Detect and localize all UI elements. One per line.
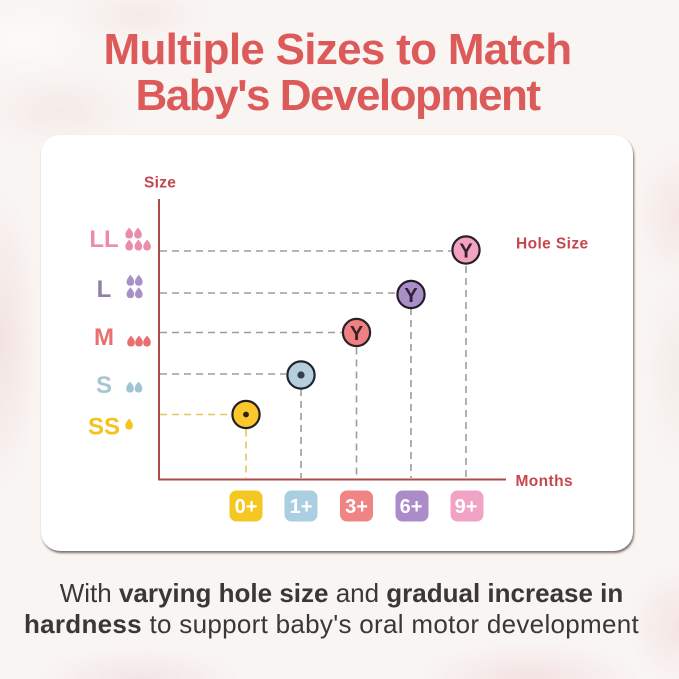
svg-text:Y: Y (404, 285, 418, 307)
svg-text:Months: Months (516, 473, 574, 490)
svg-text:M: M (94, 324, 114, 351)
svg-text:S: S (96, 372, 112, 399)
svg-text:Hole Size: Hole Size (516, 236, 589, 253)
svg-text:Y: Y (459, 241, 473, 263)
svg-text:1+: 1+ (290, 496, 313, 518)
svg-text:SS: SS (88, 414, 120, 441)
svg-text:9+: 9+ (455, 496, 478, 518)
svg-text:LL: LL (89, 226, 118, 253)
svg-text:Size: Size (144, 175, 176, 192)
svg-text:L: L (97, 276, 112, 303)
svg-text:0+: 0+ (235, 496, 258, 518)
svg-text:3+: 3+ (345, 496, 368, 518)
svg-text:Y: Y (350, 323, 364, 345)
svg-text:6+: 6+ (400, 496, 423, 518)
